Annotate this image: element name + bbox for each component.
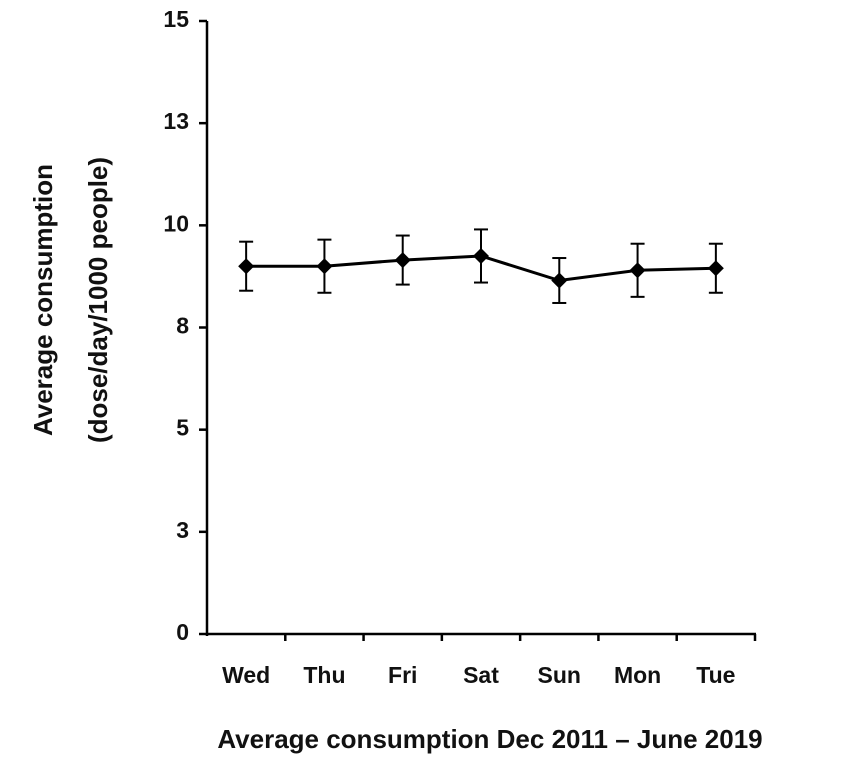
point [707,260,724,277]
point [551,272,568,289]
x-axis-title: Average consumption Dec 2011 – June 2019 [217,724,762,754]
x-tick-label: Mon [614,662,661,688]
point [473,247,489,264]
y-axis-title-line: Average consumption [28,164,58,436]
point [316,258,333,275]
y-tick-label: 3 [176,517,189,543]
y-axis-title: Average consumption (dose/day/1000 peopl… [28,157,113,443]
y-tick-label: 15 [163,6,189,32]
y-tick-label: 10 [163,210,189,236]
x-tick-label: Tue [696,662,735,688]
point [629,262,646,279]
y-tick-label: 13 [163,108,189,134]
y-tick-label: 8 [176,313,189,339]
x-tick-label: Fri [388,662,417,688]
x-tick-label: Sun [538,662,581,688]
x-tick-label: Thu [303,662,345,688]
x-tick-label: Sat [463,662,499,688]
y-axis-title-line: (dose/day/1000 people) [83,157,113,443]
y-tick-label: 0 [176,619,189,645]
x-tick-label: Wed [222,662,270,688]
point [394,252,411,269]
point [238,258,255,275]
y-tick-label: 5 [176,415,189,441]
